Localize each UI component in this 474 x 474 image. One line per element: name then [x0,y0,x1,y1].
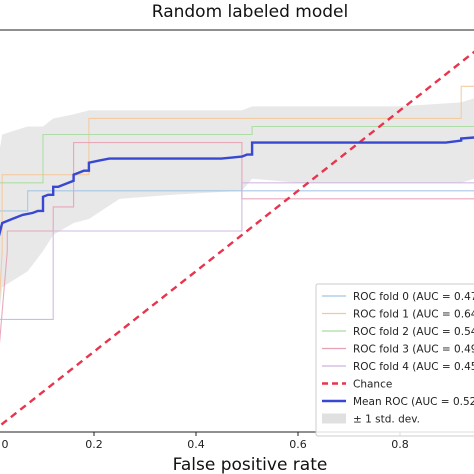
legend-item-0: ROC fold 0 (AUC = 0.47 [322,291,474,303]
legend-label-6: Mean ROC (AUC = 0.52 [353,396,474,408]
x-tick-label-3: 0.6 [289,438,307,451]
axes-frame [0,29,474,433]
series-line-4 [0,182,474,320]
legend-item-6: Mean ROC (AUC = 0.52 [322,396,474,408]
legend-label-2: ROC fold 2 (AUC = 0.54 [353,326,474,338]
legend-item-1: ROC fold 1 (AUC = 0.64 [322,309,474,321]
legend-item-2: ROC fold 2 (AUC = 0.54 [322,326,474,338]
series-line-6 [0,136,474,237]
legend-label-1: ROC fold 1 (AUC = 0.64 [353,309,474,321]
x-tick-label-0: 0 [2,438,9,451]
legend-label-5: Chance [353,379,392,391]
legend-item-3: ROC fold 3 (AUC = 0.49 [322,344,474,356]
legend-label-4: ROC fold 4 (AUC = 0.45 [353,361,474,373]
series-line-2 [0,125,474,184]
legend-swatch-7 [322,413,346,424]
legend-items: ROC fold 0 (AUC = 0.47 ROC fold 1 (AUC = … [322,291,474,426]
series-line-0 [0,190,474,212]
x-ticks: 0 0.2 0.4 0.6 0.8 [2,432,409,451]
legend-label-3: ROC fold 3 (AUC = 0.49 [353,344,474,356]
std-band-layer [0,98,474,308]
series-layer [0,50,474,428]
x-tick-label-2: 0.4 [187,438,205,451]
series-line-3 [0,142,474,344]
legend-item-4: ROC fold 4 (AUC = 0.45 [322,361,474,373]
legend-item-5: Chance [322,379,392,391]
series-line-5 [0,50,474,428]
chart-title: Random labeled model [152,2,349,22]
legend-box [315,283,474,437]
legend-label-0: ROC fold 0 (AUC = 0.47 [353,291,474,303]
x-tick-label-1: 0.2 [85,438,103,451]
legend: ROC fold 0 (AUC = 0.47 ROC fold 1 (AUC = … [315,283,474,437]
std-dev-band [0,98,474,308]
legend-item-7: ± 1 std. dev. [322,413,420,426]
x-tick-label-4: 0.8 [391,438,409,451]
legend-label-7: ± 1 std. dev. [353,414,420,426]
series-line-1 [0,85,474,300]
x-axis-label: False positive rate [173,455,328,474]
